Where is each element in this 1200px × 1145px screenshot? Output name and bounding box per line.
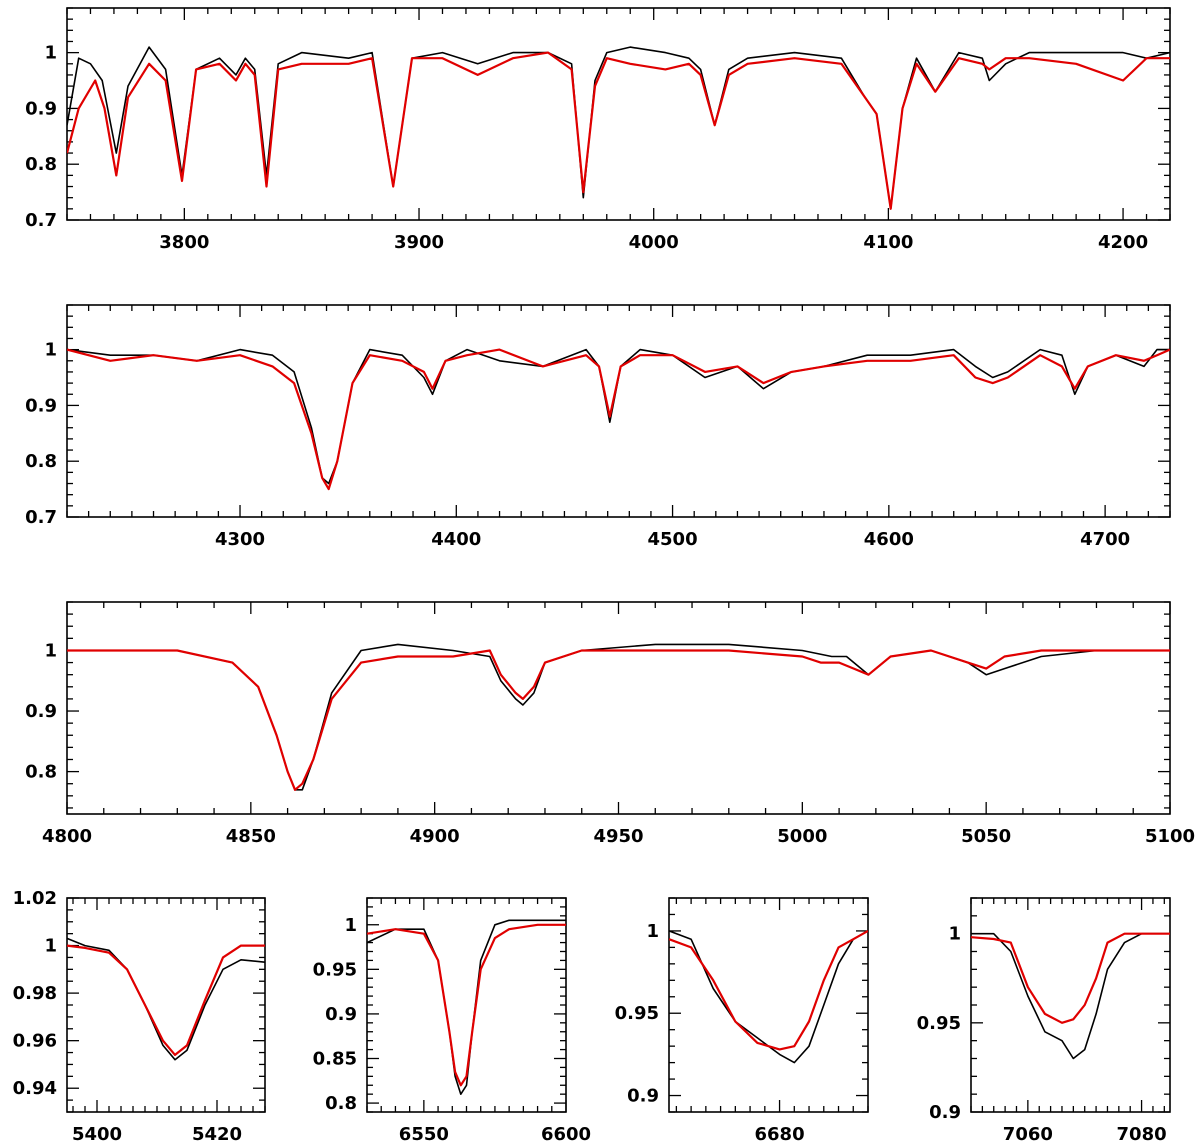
x-tick-label: 6680: [755, 1124, 805, 1145]
y-tick-label: 1: [44, 936, 57, 957]
panel-frame: [668, 897, 869, 1113]
y-tick-label: 0.7: [25, 210, 57, 231]
x-tick-label: 5420: [192, 1124, 242, 1145]
y-tick-label: 1: [646, 921, 659, 942]
x-tick-label: 4850: [226, 826, 276, 847]
y-tick-label: 0.8: [25, 762, 57, 783]
x-tick-label: 5400: [72, 1124, 122, 1145]
y-tick-label: 0.8: [25, 451, 57, 472]
y-tick-label: 1.02: [13, 888, 57, 909]
x-tick-label: 6550: [399, 1124, 449, 1145]
panel-frame: [66, 304, 1171, 518]
x-tick-label: 4600: [864, 529, 914, 550]
observed-spectrum-line: [67, 937, 265, 1061]
y-tick-label: 0.9: [627, 1086, 659, 1107]
x-tick-label: 7080: [1117, 1124, 1167, 1145]
x-tick-label: 4200: [1098, 232, 1148, 253]
x-tick-label: 3900: [394, 232, 444, 253]
model-spectrum-line: [669, 929, 868, 1051]
axis-ticks: [66, 7, 1171, 221]
x-tick-label: 6600: [541, 1124, 591, 1145]
y-tick-label: 0.85: [313, 1049, 357, 1070]
x-tick-label: 3800: [159, 232, 209, 253]
axis-ticks: [970, 897, 1170, 1113]
y-tick-label: 0.9: [325, 1004, 357, 1025]
panel-frame: [66, 601, 1171, 815]
x-tick-label: 4300: [215, 529, 265, 550]
y-tick-label: 0.94: [13, 1078, 57, 1099]
y-tick-label: 0.9: [929, 1102, 961, 1123]
y-tick-label: 0.8: [325, 1093, 357, 1114]
y-tick-label: 0.98: [13, 983, 57, 1004]
x-tick-label: 4700: [1080, 529, 1130, 550]
y-tick-label: 0.96: [13, 1031, 57, 1052]
panel-frame: [970, 897, 1171, 1113]
x-tick-label: 5050: [961, 826, 1011, 847]
model-spectrum-line: [67, 348, 1170, 491]
y-tick-label: 0.8: [25, 154, 57, 175]
observed-spectrum-line: [669, 930, 868, 1064]
panel-frame: [66, 7, 1171, 221]
panel-7: 7060 7080 0.9 0.95 1: [917, 897, 1171, 1145]
axis-ticks: [67, 897, 266, 1113]
panel-frame: [66, 897, 266, 1113]
axis-ticks: [66, 304, 1171, 518]
x-tick-label: 4900: [410, 826, 460, 847]
model-spectrum-line: [67, 649, 1170, 791]
x-tick-label: 4000: [629, 232, 679, 253]
panel-4: 5400 5420 0.94 0.96 0.98 1 1.02: [13, 888, 266, 1145]
x-tick-label: 4400: [431, 529, 481, 550]
y-tick-label: 0.95: [615, 1003, 659, 1024]
panel-2: 4300 4400 4500 4600 4700 0.7 0.8 0.9 1: [25, 304, 1171, 550]
x-tick-label: 5000: [777, 826, 827, 847]
y-tick-label: 1: [44, 340, 57, 361]
x-tick-label: 4500: [648, 529, 698, 550]
observed-spectrum-line: [971, 932, 1170, 1060]
y-tick-label: 1: [44, 640, 57, 661]
y-tick-label: 0.95: [917, 1013, 961, 1034]
model-spectrum-line: [67, 944, 265, 1057]
panel-5: 6550 6600 0.8 0.85 0.9 0.95 1: [313, 897, 591, 1145]
panel-1: 3800 3900 4000 4100 4200 0.7 0.8 0.9 1: [25, 7, 1171, 253]
panel-3: 4800 4850 4900 4950 5000 5050 5100 0.8 0.9 1: [25, 601, 1195, 847]
x-tick-label: 4950: [593, 826, 643, 847]
y-tick-label: 1: [44, 43, 57, 64]
x-tick-label: 4100: [863, 232, 913, 253]
observed-spectrum-line: [67, 643, 1170, 791]
observed-spectrum-line: [367, 919, 566, 1095]
observed-spectrum-line: [67, 46, 1170, 210]
axis-ticks: [366, 897, 567, 1113]
model-spectrum-line: [367, 923, 566, 1087]
x-tick-label: 7060: [1003, 1124, 1053, 1145]
model-spectrum-line: [971, 932, 1170, 1024]
y-tick-label: 1: [344, 915, 357, 936]
y-tick-label: 0.9: [25, 395, 57, 416]
y-tick-label: 0.9: [25, 701, 57, 722]
panel-6: 6680 0.9 0.95 1: [615, 897, 869, 1145]
axis-ticks: [669, 897, 869, 1113]
model-spectrum-line: [67, 51, 1170, 210]
y-tick-label: 0.95: [313, 959, 357, 980]
y-tick-label: 0.7: [25, 507, 57, 528]
axis-ticks: [66, 601, 1171, 814]
observed-spectrum-line: [67, 348, 1170, 485]
x-tick-label: 5100: [1145, 826, 1195, 847]
y-tick-label: 0.9: [25, 98, 57, 119]
x-tick-label: 4800: [42, 826, 92, 847]
y-tick-label: 1: [948, 924, 961, 945]
